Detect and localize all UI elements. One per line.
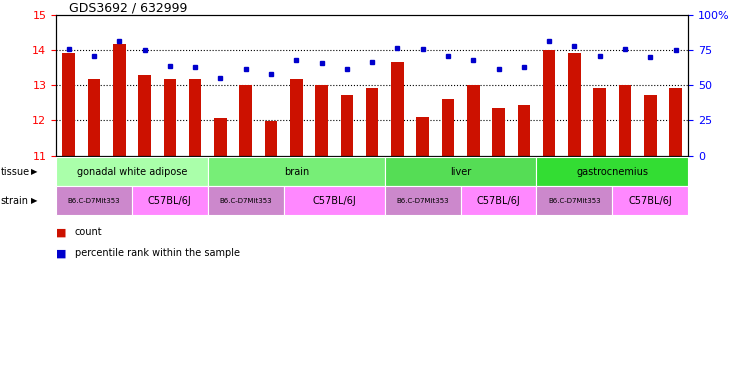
Bar — [593, 88, 606, 156]
Text: gastrocnemius: gastrocnemius — [576, 167, 649, 177]
Text: B6.C-D7Mit353: B6.C-D7Mit353 — [548, 198, 601, 204]
Bar — [543, 50, 556, 156]
Bar — [88, 79, 100, 156]
Text: percentile rank within the sample: percentile rank within the sample — [75, 248, 240, 258]
Bar — [340, 95, 353, 156]
Bar — [164, 79, 177, 156]
Bar — [366, 88, 378, 156]
Bar — [568, 53, 580, 156]
Text: GDS3692 / 632999: GDS3692 / 632999 — [69, 1, 187, 14]
Bar — [62, 53, 75, 156]
Text: B6.C-D7Mit353: B6.C-D7Mit353 — [68, 198, 120, 204]
Bar — [315, 86, 328, 156]
Bar — [619, 86, 631, 156]
Text: C57BL/6J: C57BL/6J — [313, 195, 356, 206]
Text: gonadal white adipose: gonadal white adipose — [77, 167, 187, 177]
Text: strain: strain — [1, 195, 28, 206]
Text: ■: ■ — [56, 227, 67, 237]
Bar — [669, 88, 682, 156]
Bar — [467, 86, 479, 156]
Text: C57BL/6J: C57BL/6J — [476, 195, 521, 206]
Text: C57BL/6J: C57BL/6J — [148, 195, 191, 206]
Bar — [214, 118, 227, 156]
Text: tissue: tissue — [1, 167, 30, 177]
Bar — [188, 79, 201, 156]
Text: brain: brain — [283, 167, 309, 177]
Bar — [290, 79, 303, 156]
Bar — [113, 44, 126, 156]
Bar — [417, 118, 429, 156]
Bar — [492, 108, 505, 156]
Text: ■: ■ — [56, 248, 67, 258]
Bar — [518, 105, 530, 156]
Text: C57BL/6J: C57BL/6J — [628, 195, 672, 206]
Text: ▶: ▶ — [31, 196, 38, 205]
Text: B6.C-D7Mit353: B6.C-D7Mit353 — [219, 198, 272, 204]
Text: ▶: ▶ — [31, 167, 38, 176]
Text: B6.C-D7Mit353: B6.C-D7Mit353 — [396, 198, 449, 204]
Bar — [391, 61, 404, 156]
Bar — [239, 86, 252, 156]
Bar — [265, 121, 278, 156]
Bar — [644, 94, 657, 156]
Text: count: count — [75, 227, 102, 237]
Bar — [138, 75, 151, 156]
Bar — [441, 99, 454, 156]
Text: liver: liver — [450, 167, 471, 177]
